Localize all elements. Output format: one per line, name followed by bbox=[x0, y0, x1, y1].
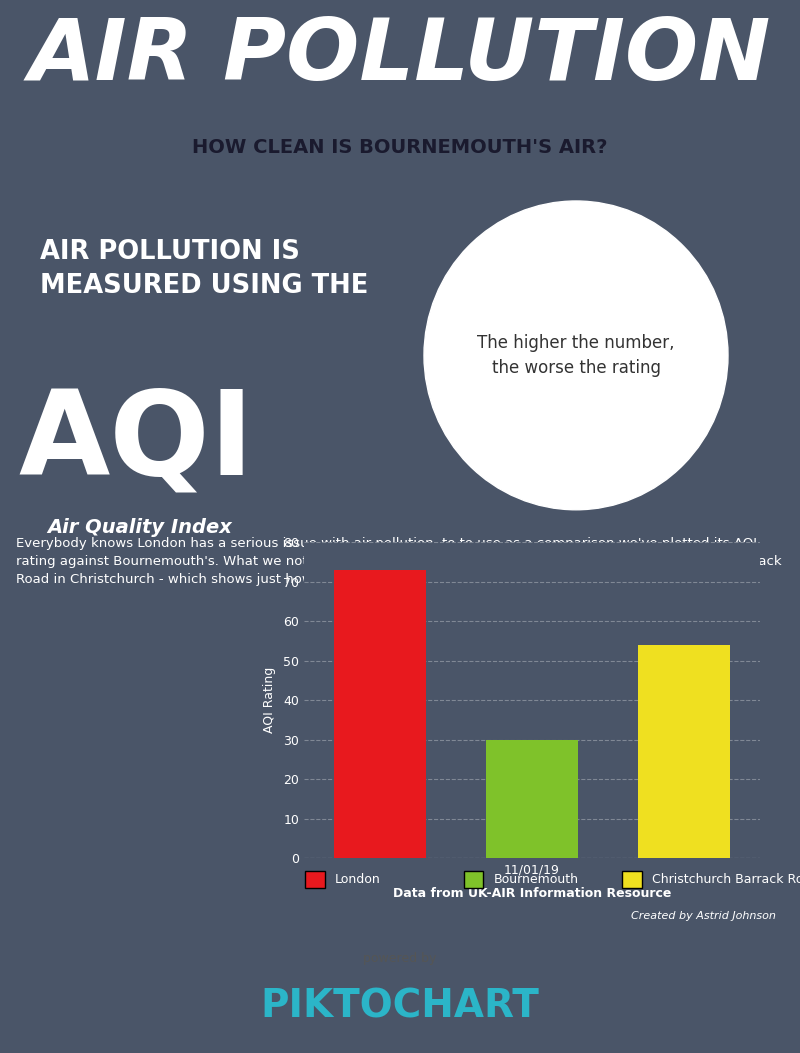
Bar bbox=[638, 644, 730, 858]
Text: AIR POLLUTION: AIR POLLUTION bbox=[29, 16, 771, 98]
Bar bbox=[486, 739, 578, 858]
FancyBboxPatch shape bbox=[305, 871, 325, 888]
Text: PIKTOCHART: PIKTOCHART bbox=[261, 988, 539, 1026]
FancyBboxPatch shape bbox=[463, 871, 483, 888]
Text: Created by Astrid Johnson: Created by Astrid Johnson bbox=[631, 911, 776, 921]
Text: HOW CLEAN IS BOURNEMOUTH'S AIR?: HOW CLEAN IS BOURNEMOUTH'S AIR? bbox=[192, 138, 608, 157]
Bar bbox=[334, 570, 426, 858]
X-axis label: Data from UK-AIR Information Resource: Data from UK-AIR Information Resource bbox=[393, 888, 671, 900]
Text: The higher the number,
the worse the rating: The higher the number, the worse the rat… bbox=[478, 334, 674, 377]
Text: Bournemouth: Bournemouth bbox=[494, 873, 578, 886]
FancyBboxPatch shape bbox=[622, 871, 642, 888]
Text: London: London bbox=[334, 873, 380, 886]
Text: Air Quality Index: Air Quality Index bbox=[47, 518, 233, 537]
Text: Christchurch Barrack Road: Christchurch Barrack Road bbox=[652, 873, 800, 886]
Text: Everybody knows London has a serious issue with air pollution, to to use as a co: Everybody knows London has a serious iss… bbox=[16, 537, 782, 587]
Y-axis label: AQI Rating: AQI Rating bbox=[263, 668, 276, 733]
Text: AIR POLLUTION IS
MEASURED USING THE: AIR POLLUTION IS MEASURED USING THE bbox=[40, 239, 368, 299]
Text: AQI: AQI bbox=[18, 384, 254, 499]
Text: powered by: powered by bbox=[363, 952, 437, 965]
Ellipse shape bbox=[424, 201, 728, 510]
